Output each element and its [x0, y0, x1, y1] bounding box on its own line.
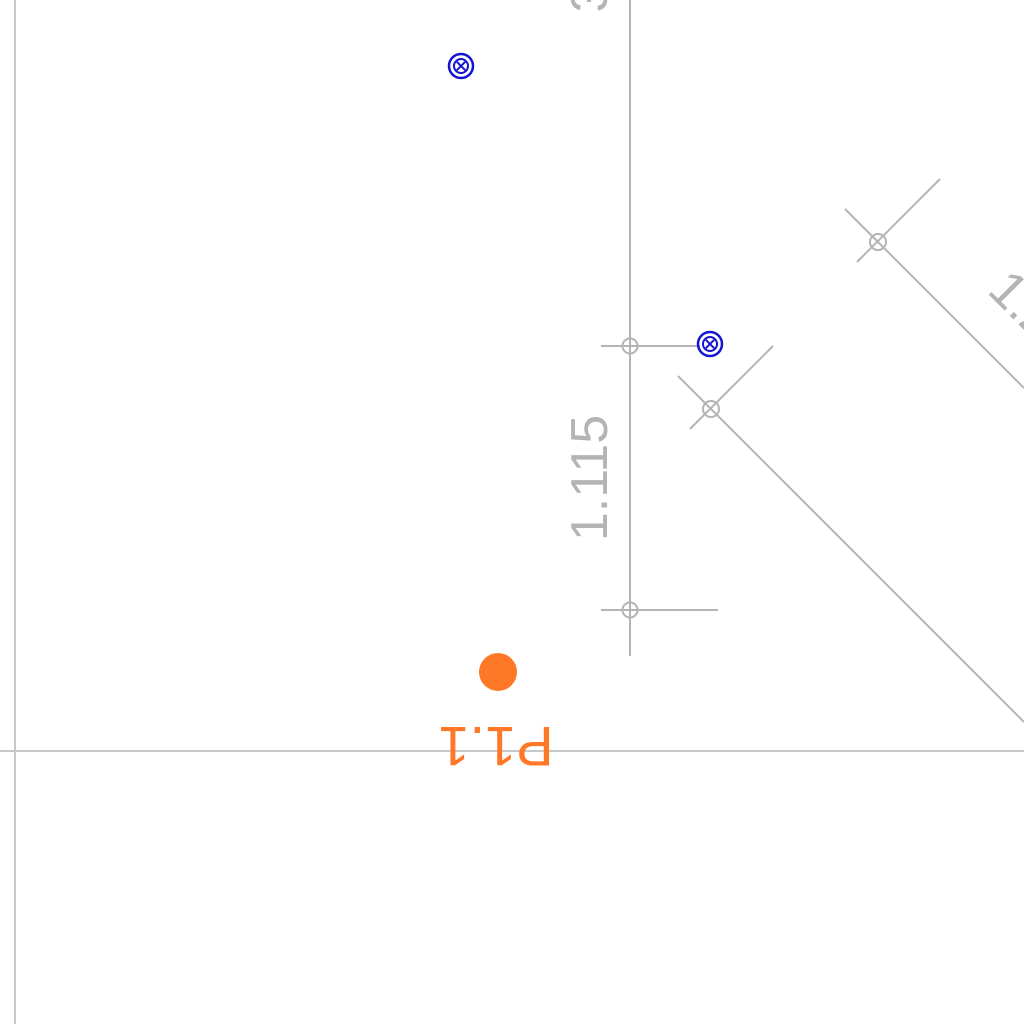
diagonal-dimension: 1.25 — [677, 178, 1024, 723]
point-label: P1.1 — [438, 715, 553, 778]
vertical-dimension: 1.115 3 — [561, 0, 718, 656]
dimension-top-label: 3 — [561, 0, 619, 12]
circled-x-marker-icon[interactable] — [696, 330, 724, 358]
filled-circle-point-icon[interactable] — [479, 653, 517, 691]
dimension-diagonal-label: 1.25 — [978, 259, 1024, 372]
dimension-vertical-label: 1.115 — [561, 415, 619, 541]
circled-x-marker-icon[interactable] — [447, 52, 475, 80]
